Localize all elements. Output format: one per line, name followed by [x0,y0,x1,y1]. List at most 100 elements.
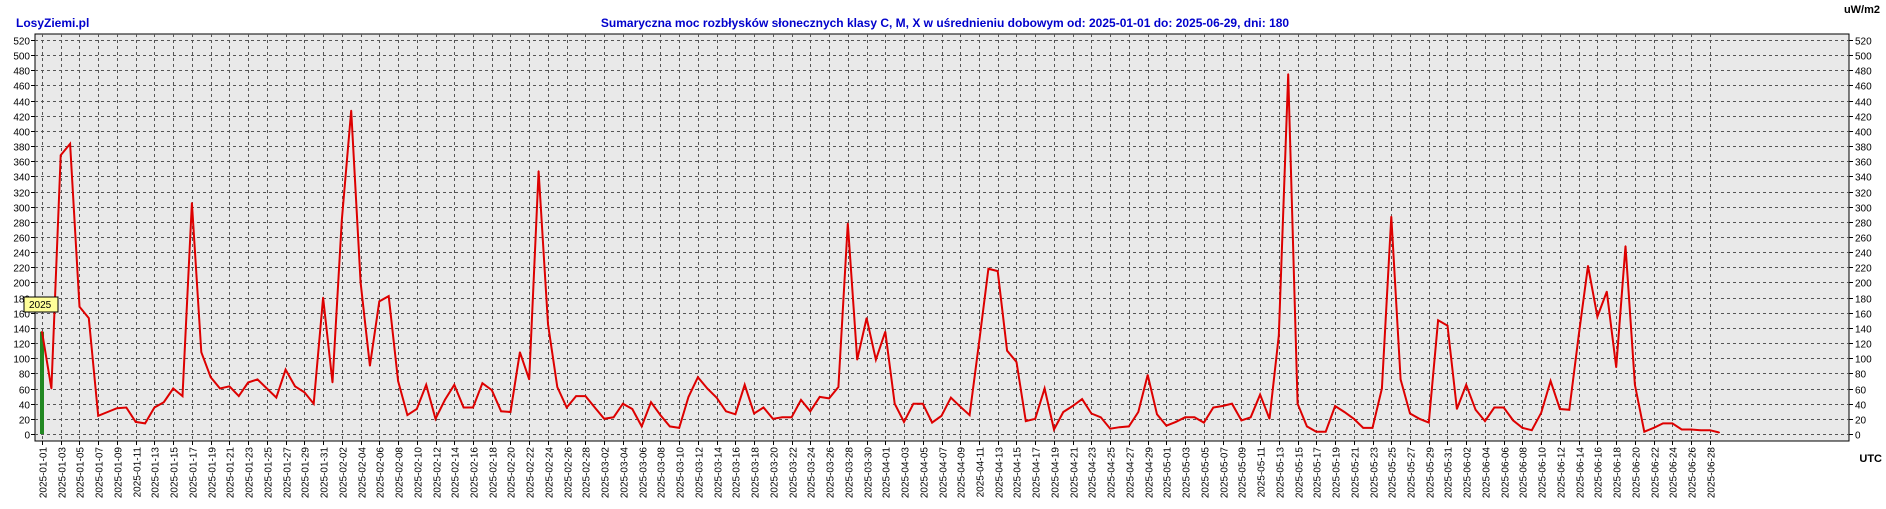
data-point [978,342,980,344]
x-tick-label: 2025-04-05 [920,447,931,499]
year-tag: 2025 [23,296,59,313]
x-tick-label: 2025-03-18 [751,447,762,499]
x-tick-label: 2025-06-12 [1557,447,1568,499]
x-tick-label: 2025-05-09 [1238,447,1249,499]
data-point [1521,427,1524,429]
y-tick-label: 20 [1855,416,1867,427]
data-point [800,399,802,401]
y-tick-label: 500 [13,52,30,63]
y-tick-label: 180 [13,295,30,306]
data-point [640,425,643,428]
data-point [1381,387,1383,390]
series-layer [41,74,1720,434]
x-tick-label: 2025-05-05 [1201,447,1212,499]
data-point [537,170,540,172]
data-point [1587,265,1589,267]
x-tick-label: 2025-03-14 [714,447,725,499]
data-point [1128,425,1130,428]
data-point [706,387,709,390]
x-tick-label: 2025-04-13 [995,447,1006,499]
x-axis-label: UTC [1859,453,1882,465]
y-tick-label: 440 [1855,98,1872,109]
y-tick-label: 280 [13,219,30,230]
data-point [1652,427,1655,429]
x-tick-label: 2025-01-27 [283,447,294,499]
x-tick-label: 2025-01-19 [208,447,219,499]
x-tick-label: 2025-03-16 [732,447,743,499]
data-point [1390,215,1393,218]
data-point [1615,366,1617,369]
data-point [1034,418,1036,420]
data-point [940,415,943,417]
data-point [1399,378,1402,381]
unit-label: uW/m2 [1844,4,1880,16]
data-point [1568,409,1571,411]
x-tick-label: 2025-02-08 [395,447,406,499]
y-tick-label: 260 [13,234,30,245]
x-tick-label: 2025-06-24 [1669,447,1680,499]
data-point [1624,245,1627,247]
data-point [209,376,212,379]
data-point [106,411,109,413]
data-point [1465,384,1467,386]
y-tick-label: 220 [1855,264,1872,275]
data-point [312,402,315,405]
data-point [968,414,971,416]
y-tick-label: 220 [13,264,30,275]
x-tick-label: 2025-06-06 [1501,447,1512,499]
x-tick-label: 2025-04-09 [957,447,968,499]
y-tick-label: 200 [13,279,30,290]
data-point [584,395,587,397]
data-point [659,414,662,416]
data-point [284,368,287,371]
data-point [528,378,530,381]
x-tick-label: 2025-05-13 [1276,447,1287,499]
y-tick-label: 340 [13,173,30,184]
data-point [1718,431,1720,434]
x-tick-label: 2025-04-19 [1051,447,1062,499]
x-tick-label: 2025-06-16 [1594,447,1605,499]
x-axis: 2025-01-01 2025-01-03 2025-01-05 2025-01-07… [39,441,1718,498]
x-tick-label: 2025-05-25 [1388,447,1399,499]
y-tick-label: 80 [19,370,31,381]
data-point [238,395,240,397]
y-tick-label: 0 [1855,431,1861,442]
data-point [1577,334,1580,337]
y-tick-label: 420 [1855,113,1872,124]
data-point [397,380,399,382]
data-point [1324,430,1327,433]
data-point [1643,430,1646,433]
data-point [1531,429,1533,432]
data-point [856,358,858,361]
data-point [669,425,671,428]
x-tick-label: 2025-03-08 [657,447,668,499]
brand-logo[interactable]: LosyZiemi.pl [16,16,89,30]
data-point [753,412,755,415]
x-tick-label: 2025-02-04 [358,447,369,499]
data-point [116,407,118,410]
x-tick-label: 2025-02-10 [414,447,425,499]
y-tick-label: 360 [1855,158,1872,169]
data-point [181,395,184,397]
x-tick-label: 2025-01-01 [39,447,50,499]
x-tick-label: 2025-01-07 [95,447,106,499]
x-tick-label: 2025-05-31 [1444,447,1455,499]
x-tick-label: 2025-02-12 [433,447,444,499]
x-tick-label: 2025-02-14 [451,447,462,499]
data-point [303,391,306,394]
data-point [1671,422,1674,425]
y-tick-label: 40 [19,401,31,412]
data-point [987,268,990,270]
bar [40,331,44,434]
data-point [1680,428,1683,431]
data-point [41,330,43,333]
data-point [1512,419,1514,422]
data-point [163,401,165,404]
data-point [650,401,652,404]
data-point [266,387,268,390]
x-tick-label: 2025-01-21 [226,447,237,499]
data-point [1043,387,1046,390]
data-point [865,317,868,319]
x-tick-label: 2025-02-24 [545,447,556,499]
data-point [1690,428,1692,431]
